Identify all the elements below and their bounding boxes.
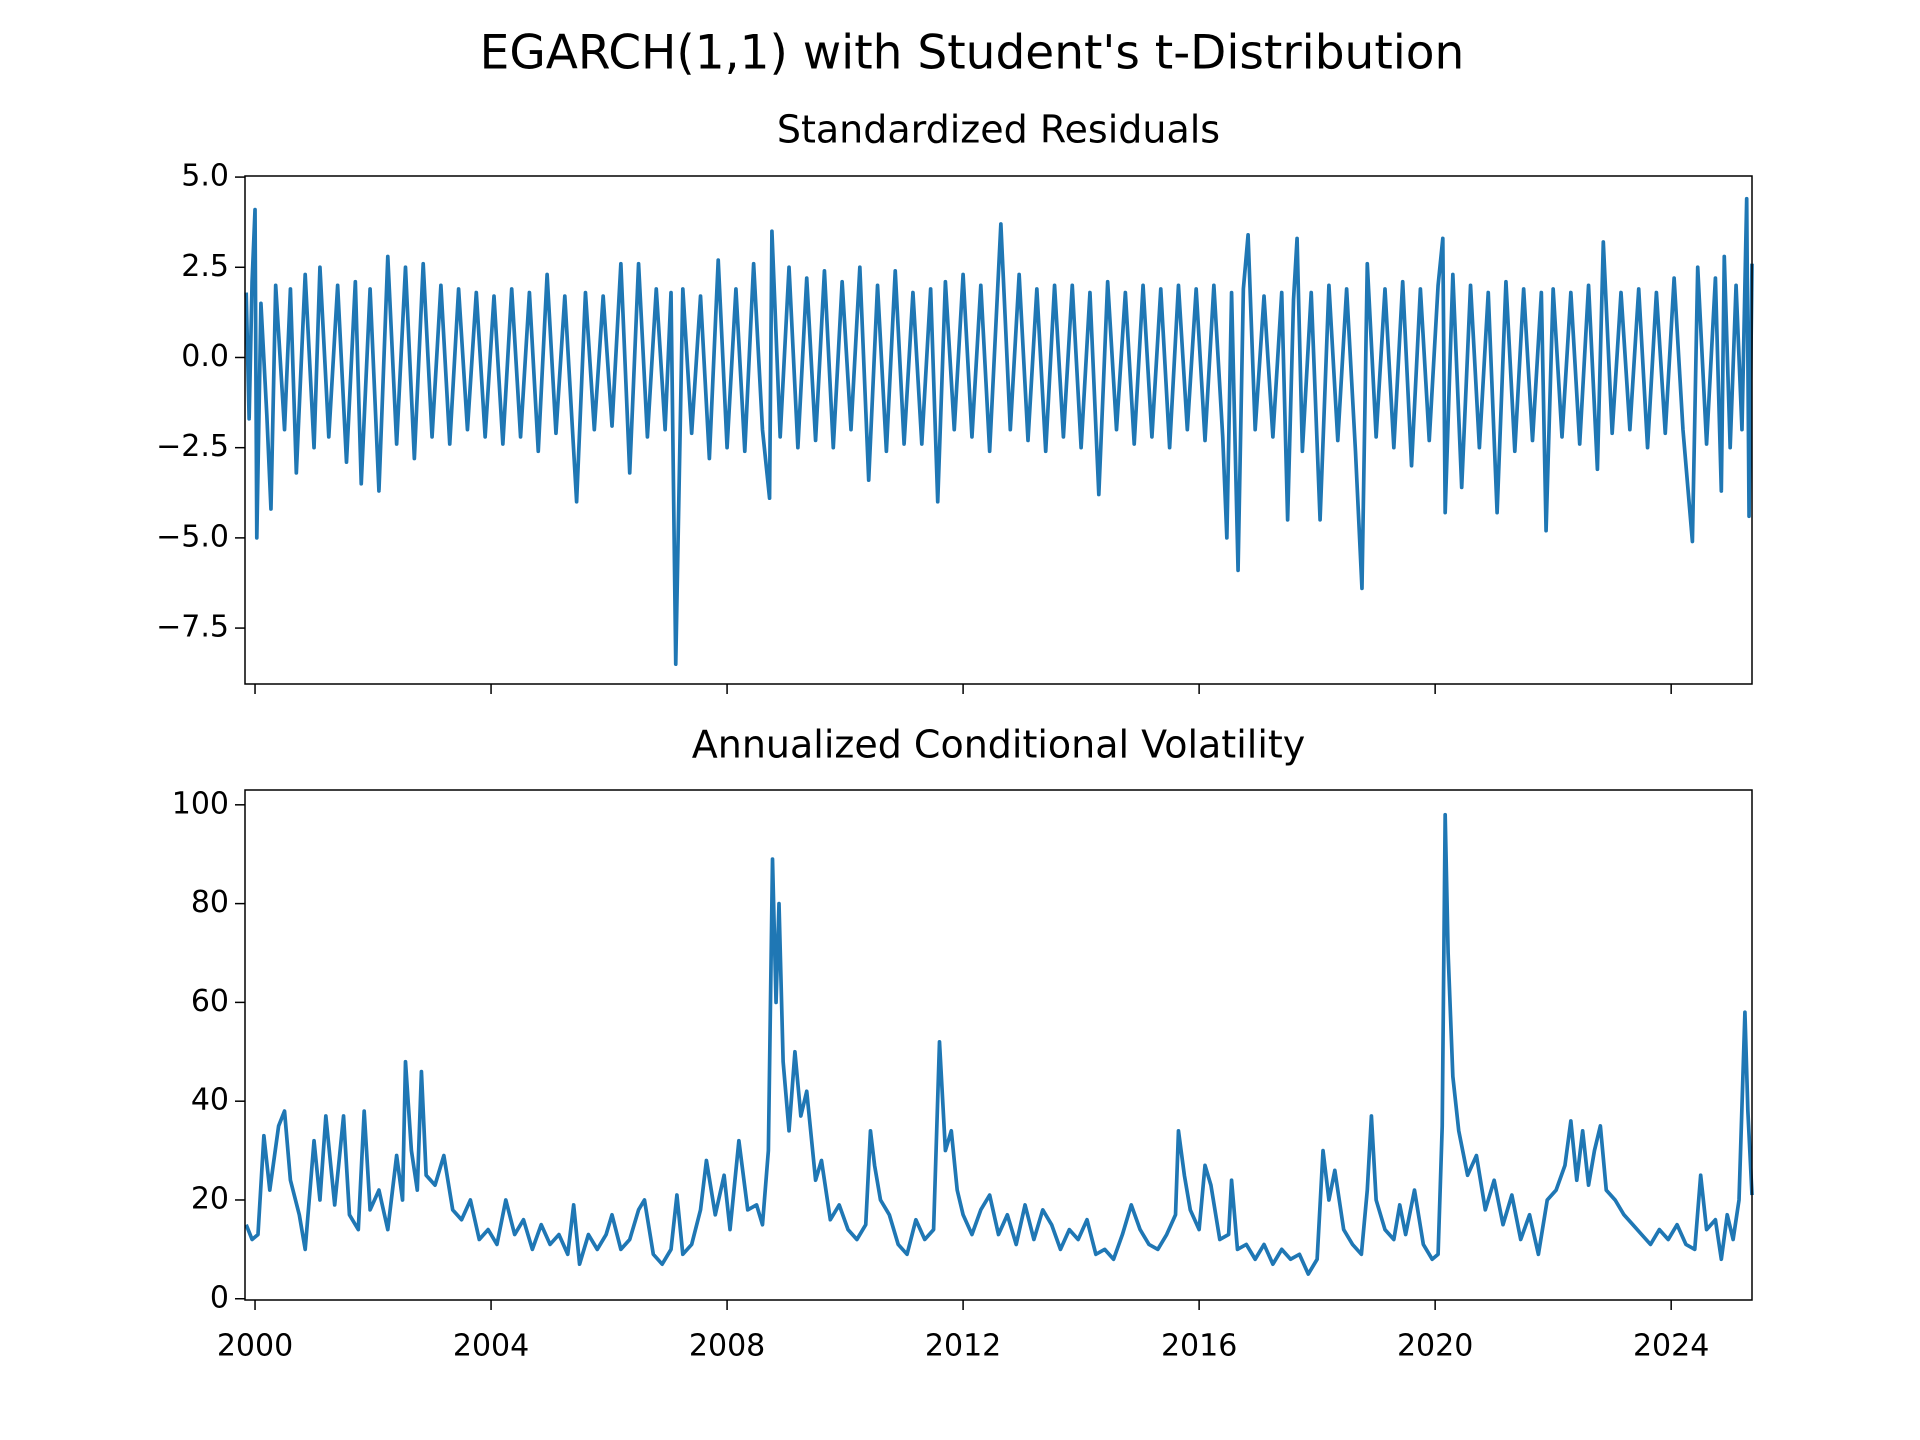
y-tick-label: 2.5 xyxy=(181,249,229,284)
x-tick-label: 2024 xyxy=(1633,1329,1709,1364)
y-tick-label: 20 xyxy=(191,1181,229,1216)
x-tick-label: 2008 xyxy=(689,1329,765,1364)
y-tick-label: 0 xyxy=(210,1280,229,1315)
x-tick-label: 2004 xyxy=(453,1329,529,1364)
figure-title: EGARCH(1,1) with Student's t-Distributio… xyxy=(480,26,1465,81)
y-tick-label: −5.0 xyxy=(156,519,229,554)
y-tick-label: 5.0 xyxy=(181,159,229,194)
y-tick-label: 100 xyxy=(172,786,229,821)
subplot: Standardized Residuals 5.0 2.5 0.0 −2.5 −5.0 −… xyxy=(156,108,1754,694)
subplot-title: Annualized Conditional Volatility xyxy=(692,723,1306,767)
x-tick-label: 2000 xyxy=(217,1329,293,1364)
y-tick-label: −7.5 xyxy=(156,610,229,645)
data-line xyxy=(244,812,1754,1276)
y-tick-label: 0.0 xyxy=(181,339,229,374)
axes-frame xyxy=(244,175,1753,685)
y-tick-label: 60 xyxy=(191,984,229,1019)
x-tick-label: 2016 xyxy=(1161,1329,1237,1364)
y-tick-label: 80 xyxy=(191,885,229,920)
axes-frame xyxy=(244,789,1753,1301)
y-tick-label: 40 xyxy=(191,1083,229,1118)
x-tick-label: 2012 xyxy=(925,1329,1001,1364)
subplot-title: Standardized Residuals xyxy=(777,108,1220,152)
y-tick-label: −2.5 xyxy=(156,429,229,464)
data-line xyxy=(244,196,1754,667)
subplot: Annualized Conditional Volatility 0 20 40 60… xyxy=(172,723,1754,1364)
x-tick-label: 2020 xyxy=(1397,1329,1473,1364)
